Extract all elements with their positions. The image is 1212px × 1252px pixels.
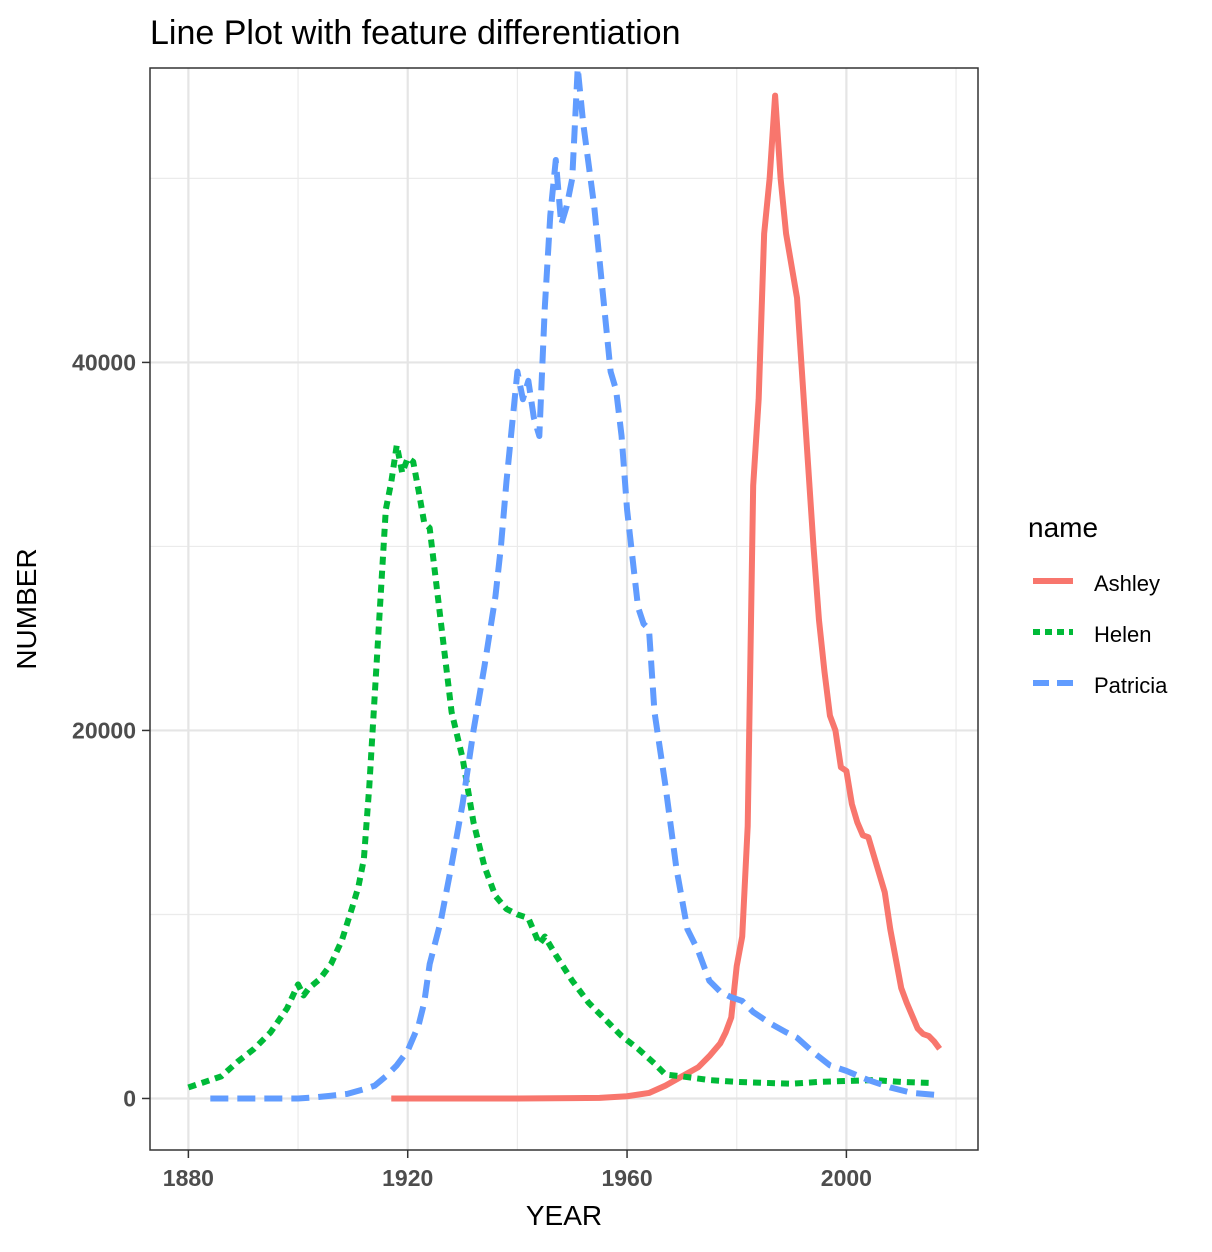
x-axis-label: YEAR [526, 1200, 602, 1231]
legend-label: Patricia [1094, 673, 1168, 698]
legend-item-patricia: Patricia [1033, 673, 1168, 698]
x-tick-label: 1920 [382, 1165, 433, 1191]
y-tick-label: 40000 [72, 349, 136, 375]
legend-label: Helen [1094, 622, 1151, 647]
legend-title: name [1028, 512, 1098, 543]
legend-item-helen: Helen [1033, 622, 1151, 647]
series-line-ashley [391, 92, 943, 1102]
series-line-helen [187, 442, 929, 1091]
x-axis-ticks: 1880 1920 1960 2000 [163, 1150, 872, 1191]
legend: name Ashley Helen Patricia [1028, 512, 1168, 698]
legend-label: Ashley [1094, 571, 1160, 596]
plot-frame [149, 67, 979, 1151]
legend-items: Ashley Helen Patricia [1033, 571, 1168, 698]
plot-background [150, 68, 978, 1150]
y-axis-label: NUMBER [11, 548, 42, 669]
x-tick-label: 2000 [821, 1165, 872, 1191]
x-tick-label: 1960 [601, 1165, 652, 1191]
series-line-patricia [210, 65, 935, 1102]
x-tick-label: 1880 [163, 1165, 214, 1191]
series-layer [187, 65, 943, 1102]
plot-grid [150, 68, 978, 1150]
y-axis-ticks: 0 20000 40000 [72, 349, 150, 1111]
legend-item-ashley: Ashley [1033, 571, 1160, 596]
y-tick-label: 20000 [72, 717, 136, 743]
y-tick-label: 0 [123, 1085, 136, 1111]
chart-title: Line Plot with feature differentiation [150, 14, 681, 52]
